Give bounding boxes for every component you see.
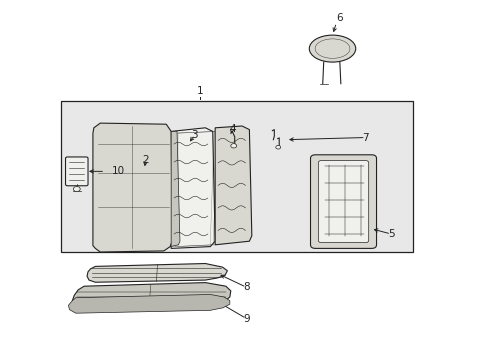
Text: 7: 7 xyxy=(362,132,368,143)
Polygon shape xyxy=(72,283,230,310)
Polygon shape xyxy=(93,123,172,252)
Circle shape xyxy=(275,145,280,149)
Text: 8: 8 xyxy=(243,282,249,292)
Text: 10: 10 xyxy=(111,166,124,176)
FancyBboxPatch shape xyxy=(65,157,88,186)
Text: 5: 5 xyxy=(387,229,394,239)
Text: 4: 4 xyxy=(228,123,235,134)
Text: 6: 6 xyxy=(336,13,343,23)
Ellipse shape xyxy=(308,35,355,62)
Polygon shape xyxy=(87,264,227,282)
Polygon shape xyxy=(171,128,215,248)
Text: 9: 9 xyxy=(243,314,249,324)
Text: 1: 1 xyxy=(197,86,203,96)
Polygon shape xyxy=(170,131,180,247)
FancyBboxPatch shape xyxy=(310,155,376,248)
Text: 2: 2 xyxy=(142,155,149,165)
Circle shape xyxy=(230,144,236,148)
Circle shape xyxy=(73,186,80,192)
Polygon shape xyxy=(215,126,251,245)
Text: 3: 3 xyxy=(191,130,198,140)
FancyBboxPatch shape xyxy=(318,161,368,243)
FancyBboxPatch shape xyxy=(61,101,412,252)
Polygon shape xyxy=(68,294,229,313)
